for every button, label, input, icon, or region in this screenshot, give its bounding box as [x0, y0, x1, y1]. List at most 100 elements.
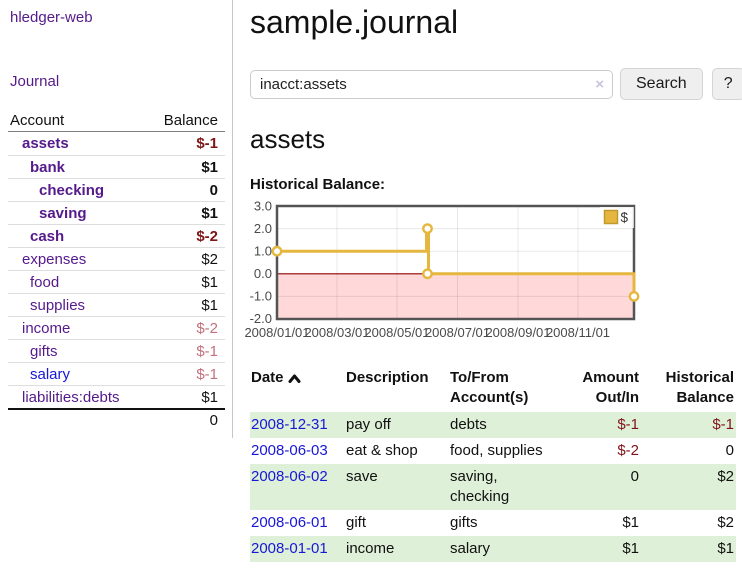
clear-search-icon[interactable]: × [595, 75, 604, 93]
data-point-2008-06-01[interactable] [422, 223, 433, 235]
account-link-checking[interactable]: checking [39, 181, 105, 199]
page-title: sample.journal [250, 4, 459, 40]
transaction-balance: $2 [641, 464, 736, 510]
legend-swatch [603, 209, 619, 225]
account-link-income[interactable]: income [22, 319, 71, 337]
transaction-date-link[interactable]: 2008-12-31 [251, 416, 328, 433]
data-point-2008-06-03[interactable] [422, 268, 433, 280]
account-link-supplies[interactable]: supplies [30, 296, 86, 314]
account-balance: $-1 [196, 365, 218, 383]
chart-border [275, 204, 636, 321]
transaction-accounts: salary [449, 536, 553, 562]
chart-title: Historical Balance: [250, 176, 386, 193]
account-table-header: Account Balance [8, 109, 225, 132]
account-total-balance: 0 [209, 412, 218, 429]
account-row-saving: saving $1 [8, 201, 225, 224]
transaction-description: gift [346, 514, 367, 531]
transaction-accounts: saving, checking [449, 464, 553, 510]
svg-text:1.0: 1.0 [254, 244, 272, 259]
svg-text:2008/05/01: 2008/05/01 [364, 325, 429, 340]
data-point-2008-12-31[interactable] [628, 291, 640, 302]
account-balance: $1 [201, 158, 218, 176]
register-table: Date Description To/From Account(s) Amou… [250, 365, 736, 562]
date-column-header[interactable]: Date [250, 365, 345, 412]
sort-ascending-icon [288, 369, 301, 389]
account-balance: $1 [201, 273, 218, 291]
svg-text:3.0: 3.0 [254, 201, 272, 214]
transaction-accounts: food, supplies [450, 442, 543, 459]
account-row-assets: assets $-1 [8, 132, 225, 155]
account-link-expenses[interactable]: expenses [22, 250, 87, 268]
svg-text:2008/11/01: 2008/11/01 [546, 325, 610, 340]
svg-text:2008/07/01: 2008/07/01 [425, 325, 490, 340]
transaction-date-link[interactable]: 2008-01-01 [251, 540, 328, 557]
account-row-salary: salary $-1 [8, 362, 225, 385]
date-header-label: Date [251, 369, 284, 386]
account-link-salary[interactable]: salary [30, 365, 71, 383]
svg-text:0.0: 0.0 [254, 266, 272, 281]
account-link-food[interactable]: food [30, 273, 60, 291]
transaction-date-link[interactable]: 2008-06-01 [251, 514, 328, 531]
transaction-description: income [345, 536, 449, 562]
transaction-row[interactable]: 2008-06-01 gift gifts $1 $2 [250, 510, 736, 536]
data-points [271, 223, 640, 302]
main-content: sample.journal × Search ? assets Histori… [244, 0, 742, 562]
transaction-date-link[interactable]: 2008-06-02 [251, 468, 328, 485]
account-link-gifts[interactable]: gifts [30, 342, 58, 360]
transaction-amount: 0 [553, 464, 641, 510]
account-column-header: Account [10, 111, 65, 129]
search-button[interactable]: Search [620, 68, 703, 100]
account-link-assets[interactable]: assets [22, 135, 69, 152]
transaction-amount: $-2 [617, 442, 639, 459]
search-input[interactable] [250, 69, 613, 99]
account-balance: $-2 [196, 319, 218, 337]
account-balance: $1 [201, 388, 218, 406]
transaction-description: pay off [345, 412, 449, 438]
account-link-bank[interactable]: bank [30, 158, 66, 176]
account-link-cash[interactable]: cash [30, 227, 65, 245]
sidebar-item-journal[interactable]: Journal [10, 73, 60, 90]
transaction-row[interactable]: 2008-12-31 pay off debts $-1 $-1 [250, 412, 736, 438]
account-balance: $1 [201, 296, 218, 314]
help-button[interactable]: ? [711, 68, 742, 100]
transaction-row[interactable]: 2008-06-03 eat & shop food, supplies $-2… [250, 438, 736, 464]
y-axis-labels: 3.0 2.0 1.0 0.0 -1.0 -2.0 [250, 201, 272, 326]
register-header-row: Date Description To/From Account(s) Amou… [250, 365, 736, 412]
app-brand-link[interactable]: hledger-web [10, 9, 93, 26]
account-row-expenses: expenses $2 [8, 247, 225, 270]
transaction-description: eat & shop [346, 442, 418, 459]
svg-text:2.0: 2.0 [254, 221, 272, 236]
account-row-liabilities-debts: liabilities:debts $1 [8, 385, 225, 408]
data-point-2008-01-01[interactable] [271, 245, 283, 257]
account-column-header: To/From Account(s) [450, 369, 529, 406]
account-balance: $1 [201, 204, 218, 222]
chart-negative-region [277, 273, 634, 319]
transaction-accounts: debts [449, 412, 553, 438]
account-balance: $-1 [196, 135, 218, 152]
account-balance: $-1 [196, 342, 218, 360]
transaction-balance: $1 [641, 536, 736, 562]
account-balance-table: Account Balance assets $-1 bank $1 check… [8, 109, 225, 431]
svg-text:2008/03/01: 2008/03/01 [304, 325, 369, 340]
transaction-date-link[interactable]: 2008-06-03 [251, 442, 328, 459]
transaction-amount: $1 [622, 514, 639, 531]
svg-text:-2.0: -2.0 [250, 311, 272, 326]
amount-column-header: Amount Out/In [582, 369, 639, 406]
account-link-liabilities-debts[interactable]: liabilities:debts [22, 388, 120, 406]
account-row-bank: bank $1 [8, 155, 225, 178]
account-row-checking: checking 0 [8, 178, 225, 201]
balance-column-header: Historical Balance [665, 369, 734, 406]
transaction-row[interactable]: 2008-01-01 income salary $1 $1 [250, 536, 736, 562]
account-link-saving[interactable]: saving [39, 204, 87, 222]
transaction-balance: $-1 [641, 412, 736, 438]
account-row-supplies: supplies $1 [8, 293, 225, 316]
account-balance: 0 [209, 181, 218, 199]
transaction-amount: $-1 [553, 412, 641, 438]
svg-text:2008/09/01: 2008/09/01 [485, 325, 550, 340]
account-total-row: 0 [8, 408, 225, 431]
search-form: × Search ? [250, 68, 742, 100]
sidebar: hledger-web Journal Account Balance asse… [0, 0, 233, 438]
transaction-row[interactable]: 2008-06-02 save saving, checking 0 $2 [250, 464, 736, 510]
svg-text:2008/01/01: 2008/01/01 [244, 325, 309, 340]
transaction-accounts: gifts [450, 514, 478, 531]
